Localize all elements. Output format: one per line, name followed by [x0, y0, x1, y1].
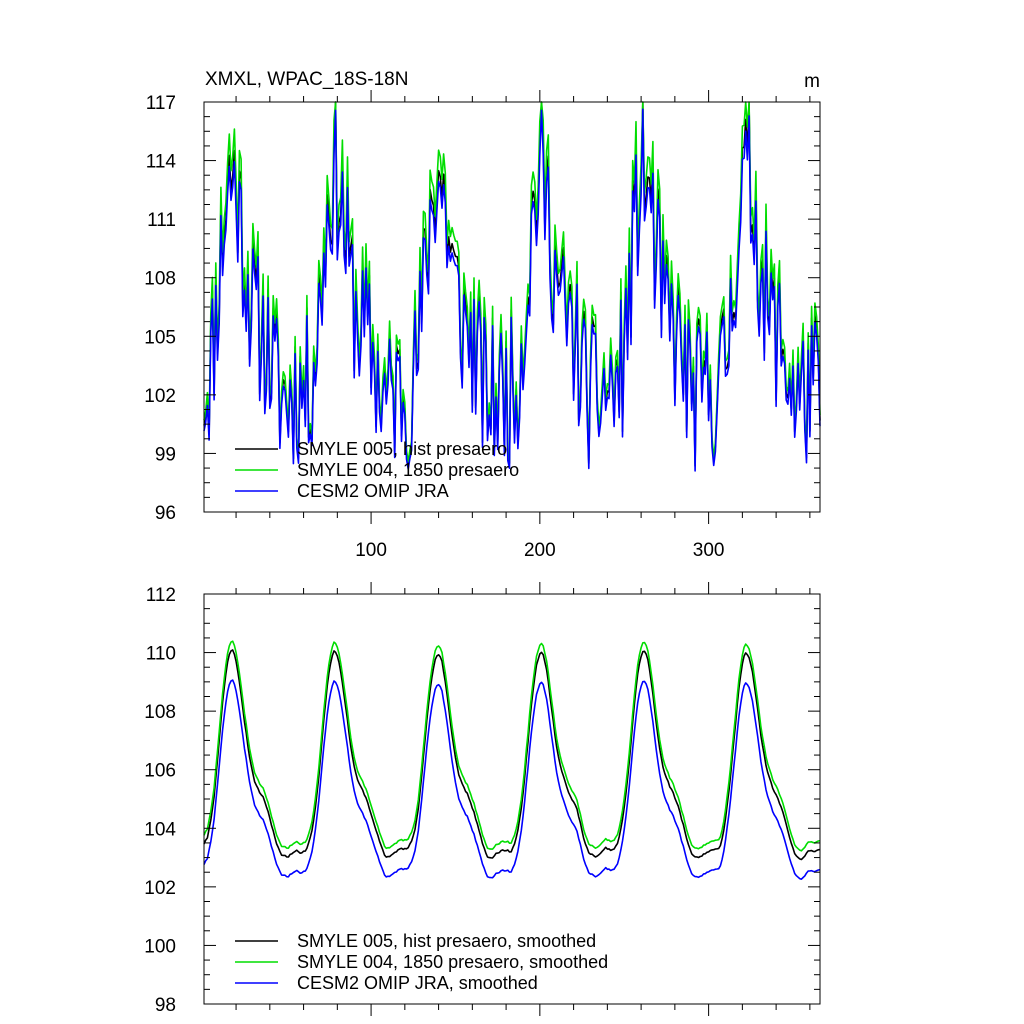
y-tick-label: 114	[146, 152, 177, 173]
legend-label-cesm2: CESM2 OMIP JRA	[297, 481, 449, 501]
y-tick-label: 110	[146, 644, 176, 665]
x-tick-label: 100	[355, 540, 387, 561]
y-tick-label: 102	[144, 878, 176, 899]
series-line-2	[203, 679, 821, 880]
y-tick-label: 108	[144, 269, 176, 290]
y-tick-label: 96	[155, 503, 176, 524]
series-line-1	[203, 640, 821, 852]
series-group	[203, 101, 821, 472]
axis-ticks: 96 99 102 105 108 111 114 117 100 200 300	[144, 90, 820, 561]
y-tick-label: 102	[144, 386, 176, 407]
series-line-2	[203, 108, 821, 472]
units-label: m	[804, 71, 820, 92]
legend-label-smyle-005-smoothed: SMYLE 005, hist presaero, smoothed	[297, 931, 596, 951]
y-tick-label: 98	[155, 995, 176, 1016]
y-tick-label: 111	[147, 210, 176, 231]
legend-label-smyle-005: SMYLE 005, hist presaero	[297, 439, 507, 459]
y-tick-label: 117	[146, 93, 176, 114]
top-panel: XMXL, WPAC_18S-18N m 96 99 102 105 108 111 114…	[144, 69, 821, 561]
legend-label-smyle-004: SMYLE 004, 1850 presaero	[297, 460, 519, 480]
y-tick-label: 106	[144, 761, 176, 782]
legend: SMYLE 005, hist presaero, smoothed SMYLE…	[235, 931, 608, 993]
y-tick-label: 112	[146, 585, 176, 606]
axis-ticks: 98 100 102 104 106 108 110 112	[144, 582, 820, 1016]
y-tick-label: 104	[144, 819, 176, 840]
x-tick-label: 200	[524, 540, 556, 561]
series-group	[203, 640, 821, 880]
legend: SMYLE 005, hist presaero SMYLE 004, 1850…	[235, 439, 519, 501]
y-tick-label: 99	[155, 444, 176, 465]
legend-label-smyle-004-smoothed: SMYLE 004, 1850 presaero, smoothed	[297, 952, 608, 972]
x-tick-label: 300	[693, 540, 725, 561]
y-tick-label: 108	[144, 702, 176, 723]
series-line-0	[203, 649, 821, 861]
y-tick-label: 100	[144, 936, 176, 957]
y-tick-label: 105	[144, 327, 176, 348]
legend-label-cesm2-smoothed: CESM2 OMIP JRA, smoothed	[297, 973, 538, 993]
bottom-panel: 98 100 102 104 106 108 110 112 SMYLE 005, hist …	[144, 582, 821, 1016]
chart-title: XMXL, WPAC_18S-18N	[205, 69, 408, 90]
